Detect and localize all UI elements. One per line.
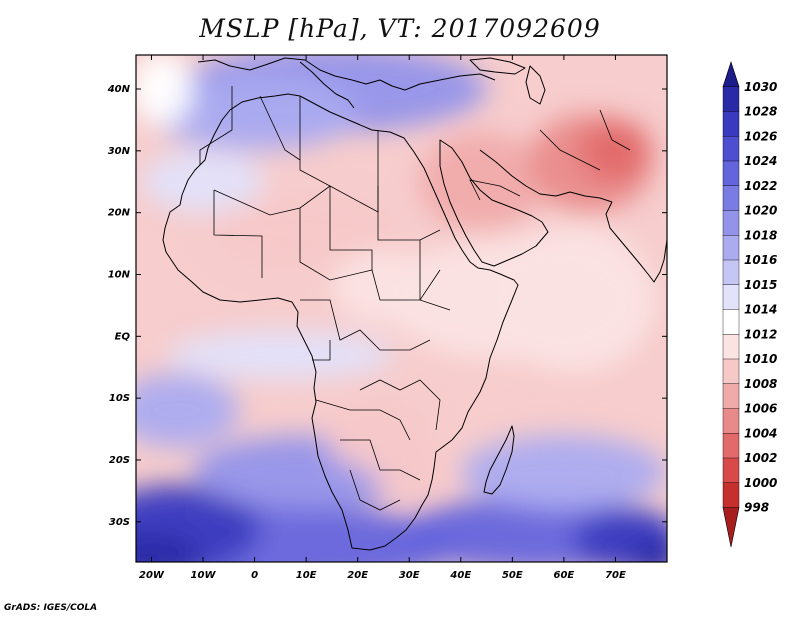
colorbar-swatch (722, 358, 740, 385)
x-tick-label: 10W (191, 570, 217, 581)
pressure-region (491, 225, 657, 374)
coastline-black-sea (469, 57, 526, 75)
coastlines (162, 57, 667, 551)
y-tick-label: 10N (108, 269, 131, 280)
colorbar-label: 1012 (744, 327, 777, 341)
coastline-caspian (525, 65, 546, 105)
colorbar-label: 1024 (744, 154, 777, 168)
colorbar-label: 1014 (744, 303, 777, 317)
colorbar-arrow-bottom (722, 507, 740, 548)
colorbar-swatch (722, 408, 740, 434)
axis-ticks (136, 55, 667, 562)
colorbar-swatch (722, 457, 740, 484)
colorbar-label: 1015 (744, 278, 777, 292)
pressure-region (141, 150, 265, 213)
pressure-region (331, 249, 436, 324)
y-tick-label: 30S (109, 517, 130, 528)
y-tick-label: 10S (109, 393, 130, 404)
colorbar-swatch (722, 383, 740, 409)
pressure-region (166, 330, 394, 380)
x-tick-label: 70E (605, 570, 626, 581)
colorbar-label: 1030 (744, 80, 777, 94)
chart-title: MSLP [hPa], VT: 2017092609 (199, 14, 601, 43)
coastline-italy (299, 61, 355, 109)
grads-credit: GrADS: IGES/COLA (4, 603, 98, 613)
colorbar-swatch (722, 309, 740, 335)
pressure-region (419, 132, 544, 232)
colorbar-swatch (722, 185, 740, 211)
colorbar-label: 1022 (744, 179, 777, 193)
x-tick-label: 0 (251, 570, 258, 581)
colorbar-label: 1016 (744, 253, 777, 267)
x-axis: 20W 10W 0 10E 20E 30E 40E 50E 60E 70E (139, 570, 626, 581)
colorbar-swatch (722, 136, 740, 162)
colorbar-swatch (722, 111, 740, 137)
coastline-india (605, 201, 667, 283)
y-tick-label: 40N (107, 84, 131, 95)
pressure-region (373, 441, 446, 504)
x-tick-label: 40E (449, 570, 471, 581)
colorbar-label: 1004 (744, 426, 777, 440)
coastline-madagascar (483, 425, 515, 495)
colorbar-label: 1002 (744, 451, 777, 465)
coastline-persian-gulf (479, 149, 613, 203)
colorbar-swatch (722, 284, 740, 310)
colorbar-label: 1020 (744, 204, 777, 218)
pressure-field (136, 55, 667, 562)
colorbar-swatch (722, 482, 740, 508)
colorbar-label: 1006 (744, 402, 777, 416)
x-tick-label: 10E (296, 570, 317, 581)
pressure-region (579, 119, 652, 182)
colorbar-swatch (722, 433, 740, 459)
x-tick-label: 20W (139, 570, 165, 581)
colorbar-label: 1018 (744, 228, 777, 242)
colorbar-swatch (722, 259, 740, 286)
y-tick-label: 20N (108, 208, 131, 219)
colorbar-swatch (722, 334, 740, 360)
colorbar-swatch (722, 86, 740, 112)
pressure-region (151, 76, 358, 151)
y-axis: 40N 30N 20N 10N EQ 10S 20S 30S (107, 84, 131, 528)
colorbar-label: 1000 (744, 476, 777, 490)
colorbar-swatch (722, 210, 740, 236)
coastline-europe-north (197, 57, 496, 91)
colorbar-swatch (722, 160, 740, 187)
colorbar: 1030 1028 1026 1024 1022 1020 1018 1016 1015 1014… (722, 61, 777, 548)
pressure-region (460, 435, 667, 510)
y-tick-label: 30N (108, 146, 131, 157)
country-borders (199, 86, 631, 511)
colorbar-label: 998 (744, 501, 769, 515)
pressure-region (630, 540, 667, 562)
pressure-region (136, 55, 193, 127)
x-tick-label: 50E (502, 570, 523, 581)
colorbar-label: 1010 (744, 352, 777, 366)
colorbar-label: 1026 (744, 129, 777, 143)
pressure-region (136, 373, 240, 448)
coastline-africa (162, 93, 519, 551)
colorbar-label: 1028 (744, 105, 777, 119)
colorbar-label: 1008 (744, 377, 777, 391)
pressure-region (136, 534, 204, 562)
y-tick-label: 20S (109, 455, 130, 466)
x-tick-label: 30E (399, 570, 420, 581)
colorbar-swatch (722, 235, 740, 261)
coastline-arabia (439, 139, 549, 267)
x-tick-label: 20E (347, 570, 368, 581)
plot-frame (135, 54, 668, 563)
y-tick-label: EQ (115, 331, 131, 342)
colorbar-arrow-top (722, 61, 740, 88)
x-tick-label: 60E (554, 570, 575, 581)
